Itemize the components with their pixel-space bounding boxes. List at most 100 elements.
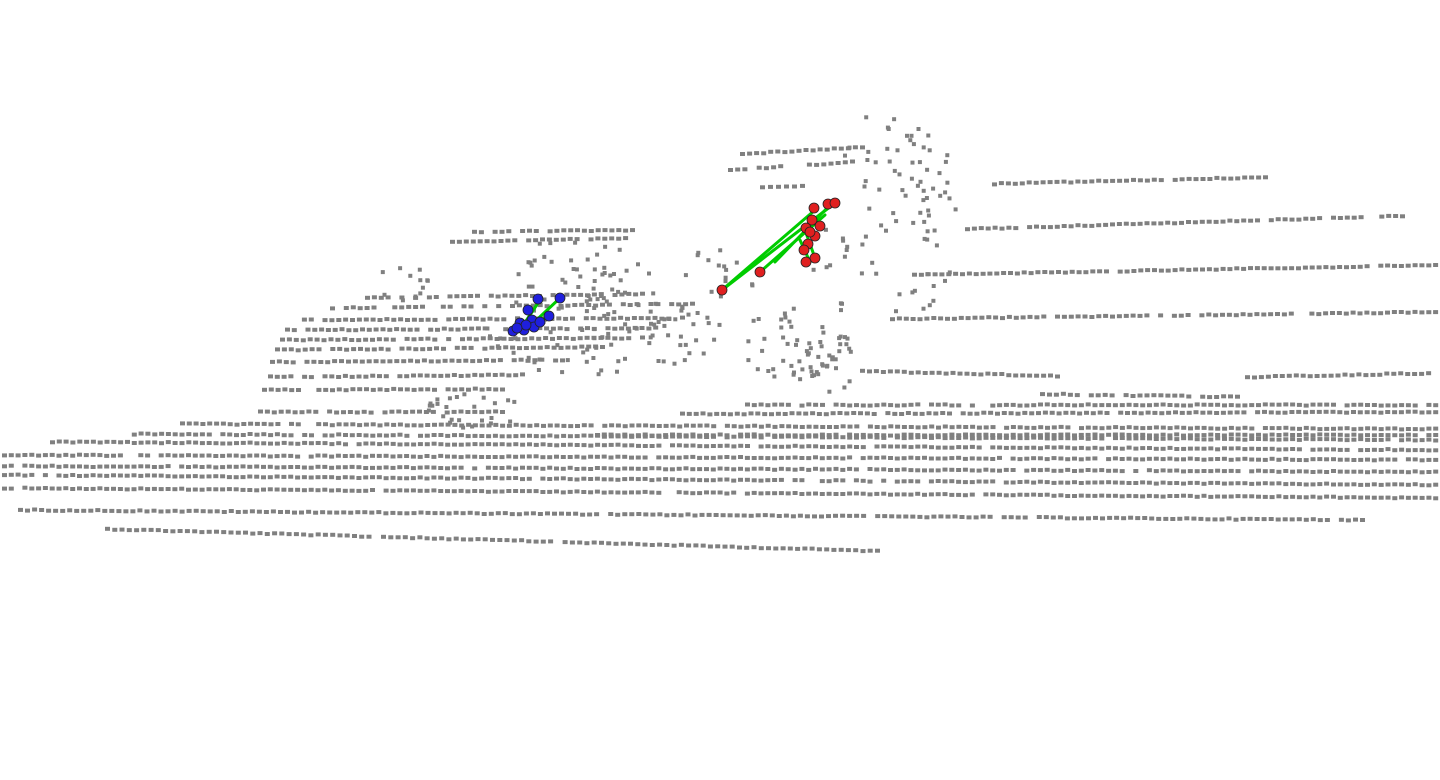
cloud-point <box>958 315 964 320</box>
cloud-point <box>602 423 608 428</box>
cloud-point <box>111 464 116 469</box>
cloud-point <box>1173 410 1178 415</box>
cloud-point <box>371 305 377 310</box>
cloud-point <box>901 467 907 472</box>
cloud-point <box>1089 223 1095 228</box>
cloud-point <box>1412 263 1418 268</box>
cloud-point <box>938 316 944 321</box>
cloud-point <box>697 491 703 496</box>
cloud-point <box>486 409 492 414</box>
cloud-point <box>601 490 607 495</box>
cloud-point <box>847 491 853 496</box>
cloud-point <box>308 465 314 470</box>
cloud-point <box>520 465 525 470</box>
cloud-point <box>254 453 260 458</box>
cloud-point <box>417 488 423 493</box>
cloud-point <box>1358 437 1364 442</box>
cloud-point <box>126 528 132 533</box>
cloud-point <box>581 490 587 494</box>
cloud-point <box>1138 411 1144 416</box>
cloud-point <box>1282 217 1288 222</box>
cloud-point <box>710 478 716 483</box>
cloud-point <box>990 403 996 408</box>
cloud-point <box>1147 425 1153 430</box>
cloud-point <box>1378 495 1384 500</box>
cloud-point <box>1426 426 1432 431</box>
cloud-point <box>292 410 298 415</box>
cloud-point <box>606 331 611 336</box>
cloud-point <box>765 467 771 471</box>
cloud-point <box>1031 456 1037 461</box>
cloud-point <box>1256 457 1261 462</box>
cloud-point <box>465 434 471 439</box>
cloud-point <box>63 452 69 457</box>
cloud-point <box>179 432 185 437</box>
cloud-point <box>267 487 273 492</box>
cloud-point <box>1276 437 1282 442</box>
cloud-point <box>892 168 897 173</box>
cloud-point <box>554 434 560 439</box>
cloud-point <box>915 433 921 438</box>
cloud-point <box>1024 492 1030 497</box>
cloud-point <box>60 508 66 513</box>
cloud-point <box>399 295 405 300</box>
cloud-point <box>843 153 847 158</box>
cloud-point <box>472 433 478 438</box>
cloud-point <box>710 467 716 472</box>
cloud-point <box>1262 446 1268 451</box>
cloud-point <box>288 453 294 458</box>
cloud-point <box>418 291 423 296</box>
cloud-point <box>622 443 628 448</box>
cloud-point <box>642 542 648 547</box>
cloud-point <box>213 487 219 492</box>
cloud-point <box>543 336 549 340</box>
cloud-point <box>671 543 677 548</box>
cloud-point <box>1303 410 1309 415</box>
cloud-point <box>1283 432 1289 437</box>
cloud-point <box>1392 426 1398 431</box>
cloud-point <box>1186 410 1192 415</box>
cloud-point <box>771 367 776 372</box>
cloud-point <box>444 410 450 415</box>
cloud-point <box>581 443 587 448</box>
cloud-point <box>1090 411 1096 416</box>
cloud-point <box>1062 270 1068 275</box>
cloud-point <box>513 454 519 459</box>
cloud-point <box>1020 373 1026 378</box>
cloud-point <box>881 435 887 440</box>
cloud-point <box>962 493 968 498</box>
cloud-point <box>548 330 553 335</box>
cloud-point <box>1153 481 1159 486</box>
cloud-point <box>109 508 115 513</box>
cloud-point <box>1215 494 1221 499</box>
cloud-point <box>1017 480 1023 484</box>
cloud-point <box>493 387 499 392</box>
cloud-point <box>112 527 118 532</box>
cloud-point <box>261 453 266 458</box>
cloud-point <box>1303 403 1309 408</box>
cloud-point <box>813 466 818 471</box>
cloud-point <box>761 151 767 156</box>
cloud-point <box>1378 437 1384 442</box>
cloud-point <box>1171 313 1177 318</box>
cloud-point <box>56 453 62 458</box>
cloud-point <box>1099 426 1105 431</box>
cloud-point <box>1256 494 1261 499</box>
cloud-point <box>1137 313 1143 318</box>
cloud-point <box>1433 403 1439 408</box>
cloud-point <box>592 327 597 332</box>
cloud-point <box>1324 437 1330 442</box>
cloud-point <box>519 538 525 543</box>
cloud-point <box>638 316 644 321</box>
cloud-point <box>500 387 505 392</box>
cloud-point <box>953 271 959 276</box>
cloud-point <box>500 410 505 414</box>
cloud-point <box>1337 265 1343 269</box>
cloud-point <box>163 529 169 533</box>
cloud-point <box>286 337 292 342</box>
cloud-point <box>357 423 363 428</box>
cloud-point <box>797 359 802 364</box>
cloud-point <box>1351 437 1357 442</box>
